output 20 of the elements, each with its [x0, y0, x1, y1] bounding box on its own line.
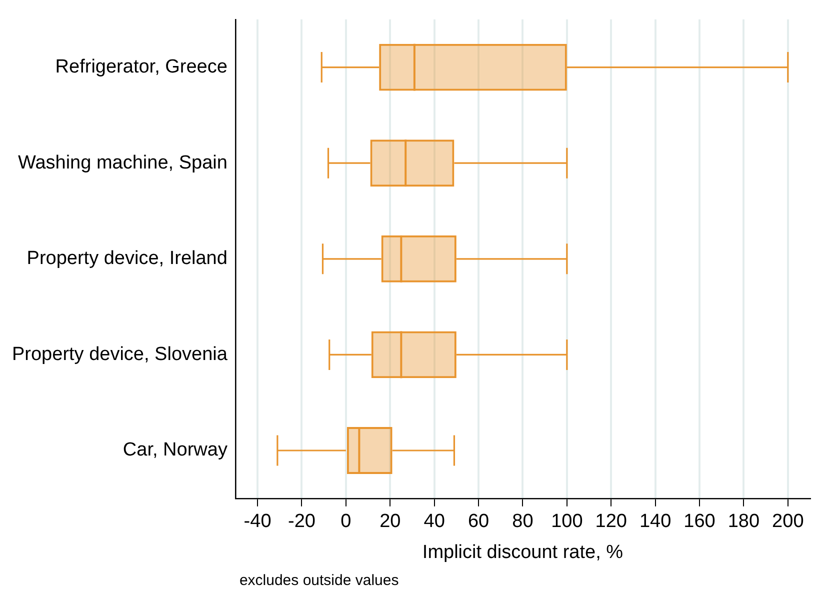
y-tick-label: Property device, Ireland — [26, 248, 228, 270]
x-tick-label: 180 — [728, 511, 760, 532]
y-tick-label: Washing machine, Spain — [18, 152, 228, 174]
x-axis-title: Implicit discount rate, % — [422, 542, 624, 563]
x-tick-label: 100 — [551, 511, 583, 532]
x-tick-label: 20 — [380, 511, 401, 532]
x-tick-label: -40 — [244, 511, 272, 532]
y-tick-label: Refrigerator, Greece — [55, 56, 228, 78]
y-tick-label: Property device, Slovenia — [12, 344, 228, 365]
x-tick-label: 60 — [468, 511, 490, 532]
x-tick-label: 140 — [639, 511, 672, 532]
x-tick-label: 120 — [595, 511, 627, 532]
x-tick-label: -20 — [288, 511, 316, 532]
x-tick-label: 200 — [772, 511, 804, 532]
x-tick-label: 160 — [684, 511, 716, 532]
x-tick-label: 80 — [512, 511, 534, 532]
text: excludes outside values — [239, 572, 399, 589]
y-tick-label: Car, Norway — [122, 440, 228, 461]
x-tick-label: 40 — [424, 511, 445, 532]
x-tick-label: 0 — [340, 511, 352, 532]
